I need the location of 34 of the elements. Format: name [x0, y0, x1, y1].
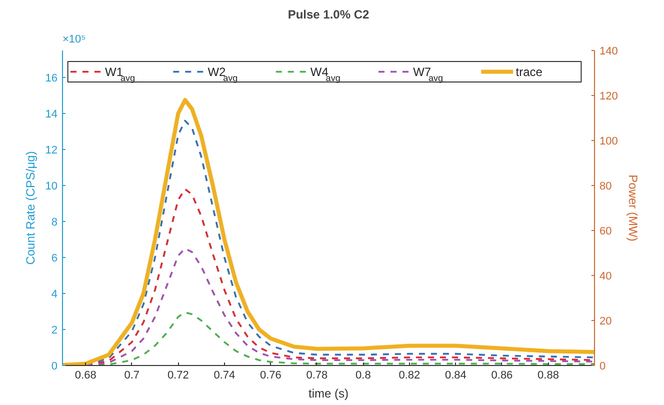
- x-tick-label: 0.88: [538, 370, 559, 382]
- x-tick-label: 0.68: [74, 370, 96, 382]
- chart-title: Pulse 1.0% C2: [288, 8, 370, 22]
- y-tick-label: 10: [45, 180, 58, 192]
- y-tick-label: 4: [51, 288, 58, 300]
- x-tick-label: 0.78: [306, 370, 328, 382]
- y-tick-label: 0: [51, 360, 58, 372]
- y-tick-label: 14: [45, 108, 58, 120]
- x-tick-label: 0.72: [167, 370, 189, 382]
- x-tick-label: 0.86: [491, 370, 513, 382]
- y2-tick-label: 140: [600, 46, 618, 58]
- y-tick-label: 6: [51, 252, 58, 264]
- x-axis-title: time (s): [308, 386, 348, 400]
- y2-tick-label: 120: [600, 90, 618, 102]
- y2-tick-label: 80: [600, 180, 612, 192]
- x-tick-label: 0.8: [356, 370, 371, 382]
- y2-tick-label: 60: [600, 226, 612, 238]
- y-tick-label: 16: [45, 72, 58, 84]
- x-tick-label: 0.74: [214, 370, 236, 382]
- text: ×10⁵: [62, 34, 86, 46]
- y-tick-label: 8: [51, 216, 58, 228]
- x-tick-label: 0.84: [445, 370, 466, 382]
- x-tick-label: 0.82: [398, 370, 420, 382]
- x-tick-label: 0.7: [124, 370, 140, 382]
- y2-axis-title: Power (MW): [626, 174, 640, 242]
- y2-tick-label: 40: [600, 270, 612, 282]
- y-tick-label: 12: [45, 144, 58, 156]
- legend-label: trace: [516, 64, 543, 79]
- y-tick-label: 2: [51, 324, 58, 336]
- y2-tick-label: 0: [600, 360, 606, 372]
- x-tick-label: 0.76: [260, 370, 282, 382]
- y-axis-title: Count Rate (CPS/μg): [23, 151, 38, 265]
- y2-tick-label: 20: [600, 316, 612, 328]
- y2-tick-label: 100: [600, 136, 618, 148]
